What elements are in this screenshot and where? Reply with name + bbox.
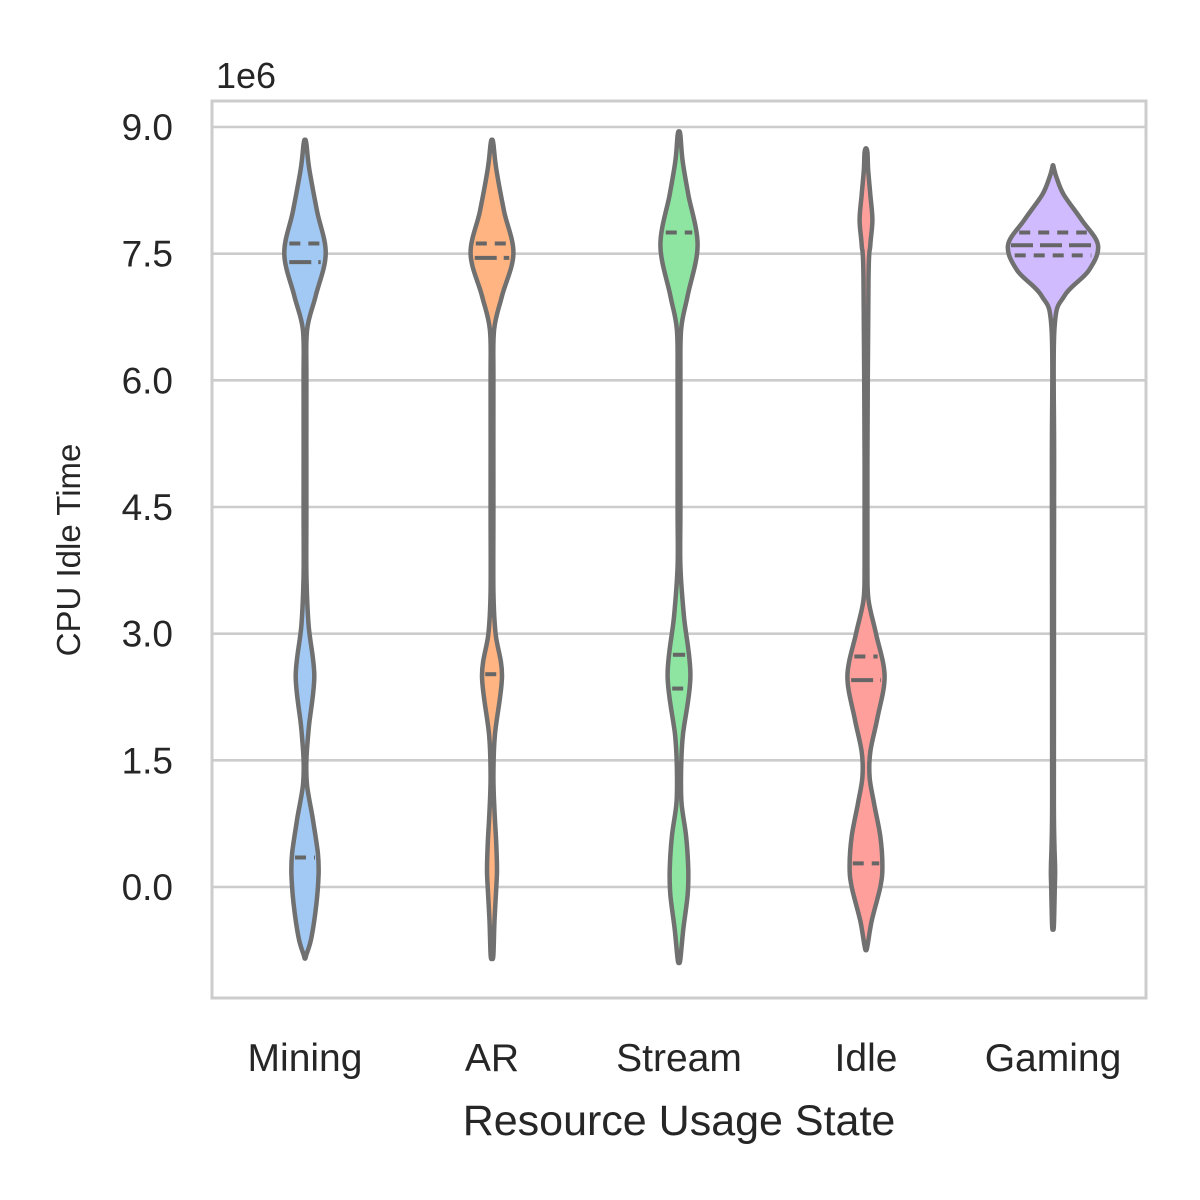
x-tick-label: Gaming — [985, 1037, 1122, 1080]
x-tick-label: Stream — [616, 1037, 742, 1080]
plot-frame — [210, 99, 1148, 1000]
y-tick-label: 0.0 — [122, 867, 173, 908]
x-tick-label: Mining — [248, 1037, 363, 1080]
violin-body — [468, 137, 516, 962]
violins — [282, 129, 1101, 966]
y-axis-label: CPU Idle Time — [50, 444, 87, 657]
y-tick-label: 3.0 — [122, 614, 173, 655]
x-axis-label: Resource Usage State — [463, 1097, 896, 1145]
violin-body — [658, 129, 700, 966]
y-tick-label: 6.0 — [122, 360, 173, 401]
x-tick-label: Idle — [835, 1037, 898, 1080]
violin-idle — [845, 146, 887, 953]
y-offset-label: 1e6 — [216, 55, 276, 96]
violin-body — [282, 137, 328, 961]
violin-body — [845, 146, 887, 953]
violin-ar — [468, 137, 516, 962]
x-tick-labels: Mining AR Stream Idle Gaming — [248, 1037, 1122, 1080]
y-tick-label: 4.5 — [122, 487, 173, 528]
y-tick-label: 9.0 — [122, 107, 173, 148]
violin-body — [1005, 162, 1101, 932]
violin-gaming — [1005, 162, 1101, 932]
violin-stream — [658, 129, 700, 966]
y-tick-labels: 0.0 1.5 3.0 4.5 6.0 7.5 9.0 — [122, 107, 173, 908]
y-tick-label: 1.5 — [122, 740, 173, 781]
y-tick-label: 7.5 — [122, 234, 173, 275]
violin-mining — [282, 137, 328, 961]
x-tick-label: AR — [465, 1037, 519, 1080]
